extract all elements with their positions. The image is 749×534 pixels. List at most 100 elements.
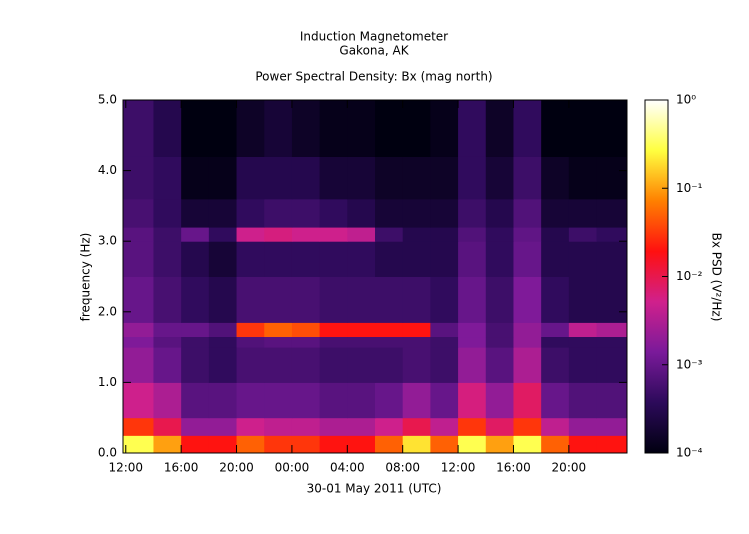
heatmap-cell (430, 417, 459, 436)
heatmap-cell (291, 156, 321, 200)
heatmap-cell (347, 276, 376, 323)
colorbar-label: Bx PSD (V²/Hz) (710, 233, 724, 322)
heatmap-cell (123, 382, 154, 419)
heatmap-cell (123, 198, 154, 228)
heatmap-cell (485, 198, 514, 228)
heatmap-cell (236, 347, 265, 383)
heatmap-cell (208, 435, 238, 454)
heatmap-cell (181, 435, 210, 454)
heatmap-cell (485, 347, 514, 383)
heatmap-cell (430, 100, 459, 157)
heatmap-cell (568, 156, 598, 200)
heatmap-cell (291, 336, 321, 348)
heatmap-cell (319, 100, 348, 157)
heatmap-cell (236, 276, 265, 323)
heatmap-cell (123, 417, 154, 436)
y-tick-label: 1.0 (98, 375, 117, 389)
heatmap-cell (458, 322, 487, 338)
heatmap-cell (264, 347, 293, 383)
heatmap-cell (375, 347, 404, 383)
heatmap-cell (153, 336, 182, 348)
heatmap-cell (485, 241, 514, 277)
heatmap-cell (291, 322, 321, 338)
heatmap-cell (375, 198, 404, 228)
heatmap-cell (319, 336, 348, 348)
heatmap-cell (513, 336, 542, 348)
heatmap-cell (347, 347, 376, 383)
heatmap-cell (402, 382, 431, 419)
heatmap-cell (458, 198, 487, 228)
heatmap-cell (264, 276, 293, 323)
heatmap-cell (208, 382, 238, 419)
heatmap-cell (208, 241, 238, 277)
heatmap-cell (236, 336, 265, 348)
heatmap-cell (541, 100, 570, 157)
heatmap-cell (264, 100, 293, 157)
heatmap-cell (319, 347, 348, 383)
heatmap-cell (153, 198, 182, 228)
heatmap-cell (541, 382, 570, 419)
y-tick-label: 3.0 (98, 234, 117, 248)
heatmap-cell (181, 417, 210, 436)
heatmap-cell (485, 435, 514, 454)
heatmap-cell (402, 227, 431, 242)
heatmap-cell (596, 417, 628, 436)
colorbar-tick-label: 10⁰ (676, 93, 696, 107)
heatmap-cell (458, 336, 487, 348)
heatmap-cell (181, 227, 210, 242)
heatmap-cell (319, 198, 348, 228)
heatmap-cell (402, 276, 431, 323)
heatmap-cell (375, 322, 404, 338)
heatmap-cell (181, 322, 210, 338)
chart-title: Induction Magnetometer (300, 30, 448, 44)
heatmap-cell (568, 382, 598, 419)
heatmap-cell (291, 227, 321, 242)
colorbar-tick-label: 10⁻⁴ (676, 446, 703, 460)
heatmap-cell (153, 382, 182, 419)
x-tick-label: 16:00 (496, 461, 531, 475)
heatmap-cell (181, 382, 210, 419)
heatmap-cell (485, 336, 514, 348)
heatmap-cell (568, 347, 598, 383)
heatmap-cell (347, 241, 376, 277)
heatmap-cell (485, 322, 514, 338)
heatmap-cell (541, 276, 570, 323)
heatmap-cell (291, 417, 321, 436)
heatmap-cell (181, 100, 210, 157)
heatmap-cell (596, 156, 628, 200)
heatmap-cell (208, 227, 238, 242)
heatmap-cell (291, 435, 321, 454)
x-tick-label: 04:00 (330, 461, 365, 475)
heatmap-cell (181, 336, 210, 348)
heatmap-cell (347, 227, 376, 242)
heatmap-cell (123, 156, 154, 200)
heatmap-cell (375, 435, 404, 454)
heatmap-cell (430, 347, 459, 383)
heatmap-cell (208, 347, 238, 383)
heatmap-cell (208, 336, 238, 348)
colorbar-tick-label: 10⁻¹ (676, 181, 703, 195)
heatmap-cell (375, 156, 404, 200)
heatmap-cell (430, 241, 459, 277)
heatmap-cell (291, 100, 321, 157)
heatmap-cell (375, 417, 404, 436)
heatmap-cell (264, 156, 293, 200)
heatmap-cell (236, 100, 265, 157)
heatmap-cell (513, 227, 542, 242)
heatmap-cell (568, 322, 598, 338)
heatmap-cell (319, 276, 348, 323)
heatmap-cell (153, 417, 182, 436)
heatmap-cell (568, 435, 598, 454)
heatmap-cell (123, 435, 154, 454)
heatmap-cell (319, 156, 348, 200)
heatmap-cell (236, 156, 265, 200)
heatmap-cell (513, 276, 542, 323)
heatmap-cell (485, 382, 514, 419)
heatmap-cell (375, 100, 404, 157)
heatmap-cell (153, 241, 182, 277)
heatmap-cell (402, 241, 431, 277)
heatmap-cell (596, 382, 628, 419)
heatmap-cell (430, 382, 459, 419)
heatmap-cell (236, 322, 265, 338)
heatmap-cell (208, 276, 238, 323)
